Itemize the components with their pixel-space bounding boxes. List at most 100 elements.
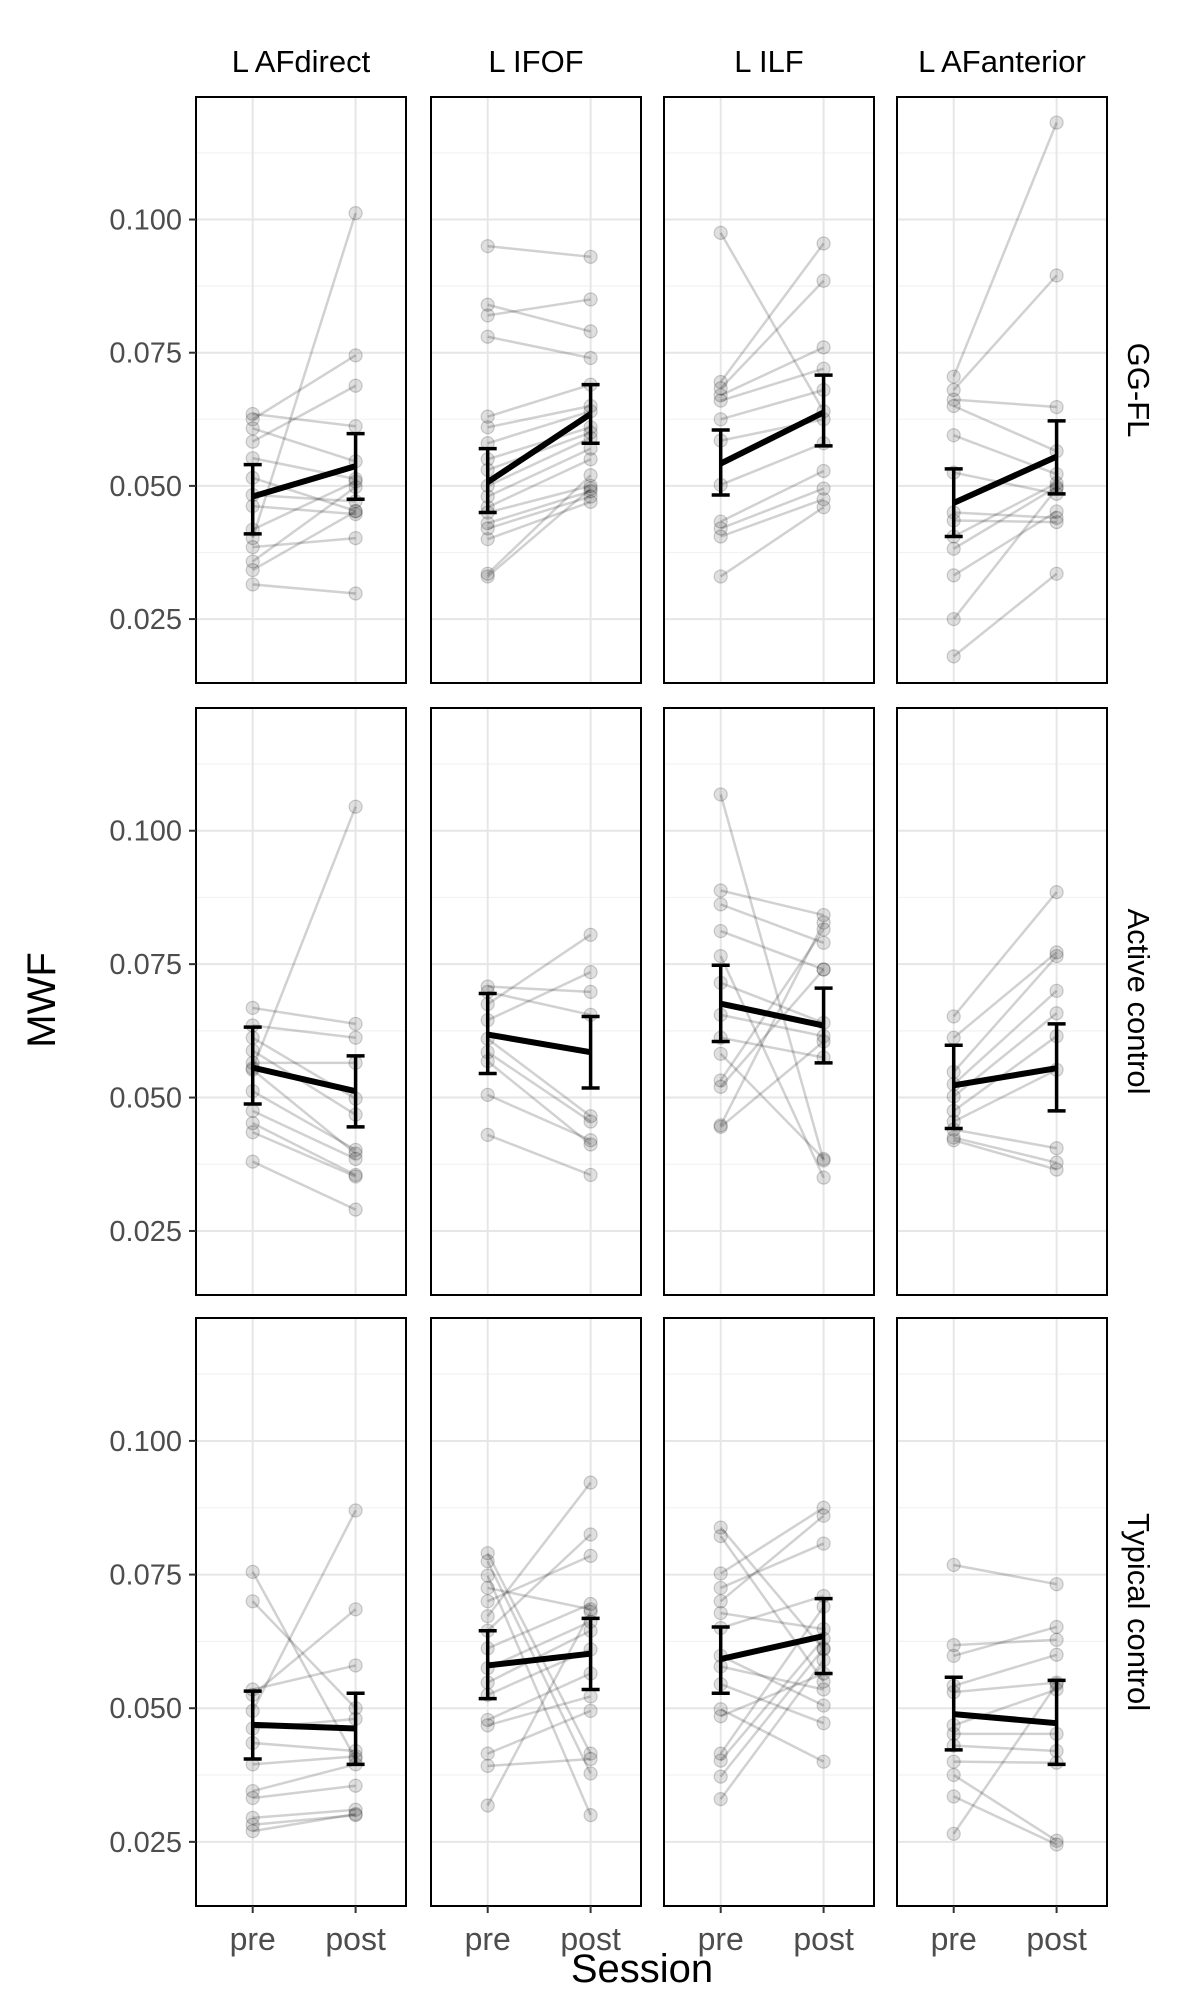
subject-point xyxy=(348,503,363,519)
subject-line xyxy=(952,951,1058,1039)
subject-point xyxy=(583,1703,598,1718)
subject-point xyxy=(946,392,961,407)
subject-line xyxy=(719,955,825,1179)
subject-point xyxy=(583,350,598,366)
subject-line xyxy=(487,303,591,333)
subject-line xyxy=(953,434,1058,476)
subject-line xyxy=(719,1605,825,1755)
subject-line xyxy=(952,955,1058,1073)
subject-point xyxy=(480,239,495,254)
subject-point xyxy=(946,541,961,556)
subject-line xyxy=(953,1068,1058,1123)
subject-line xyxy=(487,1586,591,1611)
panel-background xyxy=(664,1318,874,1906)
subject-line xyxy=(487,426,591,461)
subject-point xyxy=(816,273,831,288)
y-tick-label: 0.025 xyxy=(109,1827,182,1859)
subject-line xyxy=(720,367,824,402)
subject-point xyxy=(1049,504,1064,519)
panel-background xyxy=(664,708,874,1295)
mean-line xyxy=(252,1064,357,1095)
subject-point xyxy=(480,516,495,531)
subject-point xyxy=(348,1016,363,1032)
subject-point xyxy=(713,412,728,427)
subject-point xyxy=(583,1109,598,1124)
subject-point xyxy=(583,324,598,339)
mean-line xyxy=(487,1650,591,1669)
subject-line xyxy=(719,1052,825,1160)
subject-line xyxy=(486,1560,592,1774)
subject-line xyxy=(719,232,825,412)
subject-point xyxy=(583,1689,598,1704)
subject-point xyxy=(245,1000,260,1016)
subject-line xyxy=(487,971,592,1022)
subject-line xyxy=(487,1709,592,1755)
subject-point xyxy=(348,206,363,221)
subject-point xyxy=(713,1594,728,1609)
subject-point xyxy=(713,569,728,584)
subject-line xyxy=(953,1773,1058,1842)
subject-point xyxy=(583,481,598,496)
facet-panel: 0.025 0.050 0.075 0.100 xyxy=(109,707,407,1296)
subject-line xyxy=(953,471,1057,496)
panel-border xyxy=(430,707,642,1296)
subject-point xyxy=(348,348,363,363)
subject-line xyxy=(720,929,825,971)
subject-line xyxy=(719,279,825,390)
subject-line xyxy=(719,1514,825,1603)
subject-line xyxy=(252,1024,356,1040)
x-tick-label: post xyxy=(793,1921,854,1957)
subject-point xyxy=(1049,1141,1064,1156)
subject-point xyxy=(245,1125,260,1140)
subject-point xyxy=(816,492,831,507)
subject-point xyxy=(583,1114,598,1129)
subject-point xyxy=(583,1746,598,1761)
panel-border xyxy=(896,96,1108,684)
subject-line xyxy=(719,921,825,1126)
subject-line xyxy=(486,1611,592,1807)
subject-point xyxy=(348,1142,363,1157)
facet-panel xyxy=(896,707,1108,1296)
subject-point xyxy=(713,787,728,802)
subject-line xyxy=(720,903,825,944)
subject-line xyxy=(252,354,357,421)
subject-line xyxy=(252,536,356,549)
facet-panel: 0.025 0.050 0.075 0.100 pre post xyxy=(109,1317,407,1957)
subject-point xyxy=(946,1648,961,1663)
subject-line xyxy=(953,485,1058,550)
subject-point xyxy=(1049,566,1064,581)
subject-point xyxy=(713,1709,728,1724)
subject-point xyxy=(816,236,831,251)
subject-point xyxy=(348,1778,363,1793)
subject-line xyxy=(487,1757,591,1768)
subject-line xyxy=(486,1575,592,1816)
subject-line xyxy=(953,1563,1057,1586)
subject-line xyxy=(719,1040,825,1128)
y-tick-label: 0.075 xyxy=(109,949,182,981)
subject-line xyxy=(252,1160,357,1211)
subject-point xyxy=(816,1754,831,1769)
subject-point xyxy=(583,1475,598,1490)
subject-point xyxy=(583,1766,598,1781)
subject-line xyxy=(952,1035,1058,1112)
subject-line xyxy=(251,806,357,1069)
subject-point xyxy=(245,1790,260,1806)
subject-line xyxy=(252,456,356,481)
subject-point xyxy=(713,388,728,403)
subject-point xyxy=(1049,983,1064,998)
subject-point xyxy=(348,1169,363,1184)
panel-border xyxy=(896,1317,1108,1907)
subject-point xyxy=(946,1030,961,1045)
subject-point xyxy=(816,1698,831,1713)
mean-line xyxy=(720,1000,825,1029)
subject-point xyxy=(816,922,831,937)
subject-point xyxy=(348,504,363,519)
subject-point xyxy=(583,1548,598,1563)
subject-point xyxy=(583,927,598,942)
subject-point xyxy=(245,1817,260,1832)
subject-line xyxy=(487,1602,592,1650)
subject-line xyxy=(251,1509,357,1712)
subject-line xyxy=(487,484,591,514)
subject-point xyxy=(480,1758,495,1774)
subject-point xyxy=(816,481,831,496)
